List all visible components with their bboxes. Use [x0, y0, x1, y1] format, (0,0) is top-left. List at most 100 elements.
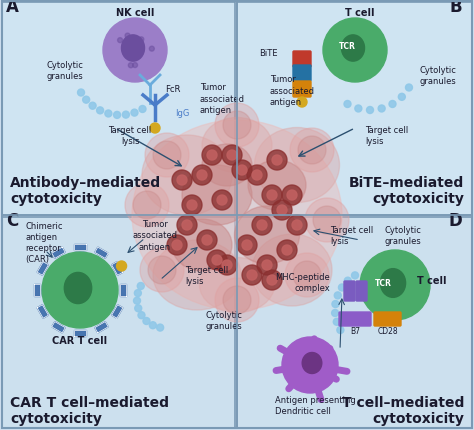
Circle shape	[366, 107, 374, 114]
Text: BiTE: BiTE	[259, 49, 277, 57]
Circle shape	[355, 106, 362, 113]
Circle shape	[103, 19, 167, 83]
Circle shape	[287, 215, 307, 236]
Text: T cell: T cell	[417, 275, 447, 286]
Circle shape	[128, 64, 133, 69]
Ellipse shape	[252, 234, 332, 306]
FancyBboxPatch shape	[2, 218, 235, 428]
Circle shape	[182, 196, 202, 215]
Circle shape	[287, 190, 297, 200]
Circle shape	[352, 272, 358, 279]
Circle shape	[222, 261, 232, 270]
Circle shape	[337, 327, 344, 334]
Circle shape	[333, 319, 340, 326]
Circle shape	[332, 301, 339, 308]
Text: T cell: T cell	[345, 8, 375, 18]
Circle shape	[114, 112, 120, 119]
Circle shape	[215, 278, 259, 322]
Ellipse shape	[132, 121, 342, 310]
Circle shape	[237, 236, 257, 255]
Polygon shape	[95, 322, 108, 333]
Text: T cell–mediated
cytotoxicity: T cell–mediated cytotoxicity	[342, 395, 464, 425]
Text: Cytolytic
granules: Cytolytic granules	[420, 66, 457, 86]
Circle shape	[133, 191, 161, 219]
FancyBboxPatch shape	[293, 82, 311, 98]
Text: C: C	[6, 212, 18, 230]
Polygon shape	[120, 284, 126, 296]
Text: NK cell: NK cell	[116, 8, 154, 18]
Circle shape	[338, 284, 346, 291]
Circle shape	[252, 215, 272, 236]
Circle shape	[398, 94, 405, 101]
FancyBboxPatch shape	[293, 52, 311, 68]
Circle shape	[217, 255, 237, 275]
Circle shape	[227, 150, 237, 161]
Circle shape	[405, 85, 412, 92]
Circle shape	[277, 240, 297, 261]
Circle shape	[223, 112, 251, 140]
Circle shape	[82, 97, 90, 104]
Circle shape	[143, 318, 150, 325]
Text: IgG: IgG	[175, 108, 190, 117]
Circle shape	[97, 108, 104, 114]
Text: Tumor
associated
antigen: Tumor associated antigen	[270, 75, 315, 106]
Circle shape	[223, 286, 251, 314]
Circle shape	[292, 221, 302, 230]
Circle shape	[42, 252, 118, 328]
Circle shape	[262, 186, 282, 206]
Circle shape	[298, 137, 326, 165]
Circle shape	[242, 265, 262, 286]
Circle shape	[137, 283, 144, 290]
Circle shape	[334, 292, 341, 299]
FancyBboxPatch shape	[374, 312, 401, 326]
Ellipse shape	[200, 258, 274, 313]
Ellipse shape	[121, 36, 145, 62]
Ellipse shape	[341, 36, 365, 62]
Text: B7: B7	[350, 326, 360, 335]
Circle shape	[222, 146, 242, 166]
Circle shape	[133, 63, 137, 68]
Text: D: D	[448, 212, 462, 230]
Text: BiTE–mediated
cytotoxicity: BiTE–mediated cytotoxicity	[349, 175, 464, 206]
Circle shape	[122, 112, 129, 119]
Circle shape	[139, 106, 146, 113]
Circle shape	[242, 240, 252, 250]
Ellipse shape	[235, 206, 300, 264]
FancyBboxPatch shape	[2, 3, 235, 215]
Circle shape	[217, 196, 227, 206]
Circle shape	[207, 150, 217, 161]
Circle shape	[145, 134, 189, 178]
Circle shape	[212, 190, 232, 211]
Circle shape	[134, 290, 141, 297]
Circle shape	[156, 324, 164, 331]
Polygon shape	[37, 262, 48, 276]
Circle shape	[149, 322, 156, 329]
Ellipse shape	[172, 219, 232, 271]
Circle shape	[150, 124, 160, 134]
Circle shape	[134, 298, 140, 304]
FancyBboxPatch shape	[237, 3, 472, 215]
Circle shape	[140, 249, 184, 292]
Circle shape	[257, 255, 277, 275]
Ellipse shape	[153, 240, 241, 310]
Circle shape	[232, 161, 252, 181]
Ellipse shape	[302, 353, 322, 374]
Text: Tumor
associated
antigen: Tumor associated antigen	[200, 83, 245, 114]
Polygon shape	[112, 305, 123, 319]
Text: Cytolytic
granules: Cytolytic granules	[385, 225, 422, 246]
Circle shape	[197, 171, 207, 181]
FancyBboxPatch shape	[293, 66, 311, 82]
Polygon shape	[37, 305, 48, 319]
Circle shape	[247, 166, 267, 186]
FancyBboxPatch shape	[356, 281, 367, 301]
Circle shape	[297, 98, 307, 108]
FancyBboxPatch shape	[339, 312, 371, 326]
Circle shape	[282, 186, 302, 206]
Ellipse shape	[381, 269, 406, 298]
Text: FcR: FcR	[165, 84, 181, 93]
Circle shape	[389, 101, 396, 108]
Polygon shape	[74, 330, 86, 336]
Circle shape	[252, 171, 262, 181]
Circle shape	[267, 275, 277, 286]
Circle shape	[267, 150, 287, 171]
